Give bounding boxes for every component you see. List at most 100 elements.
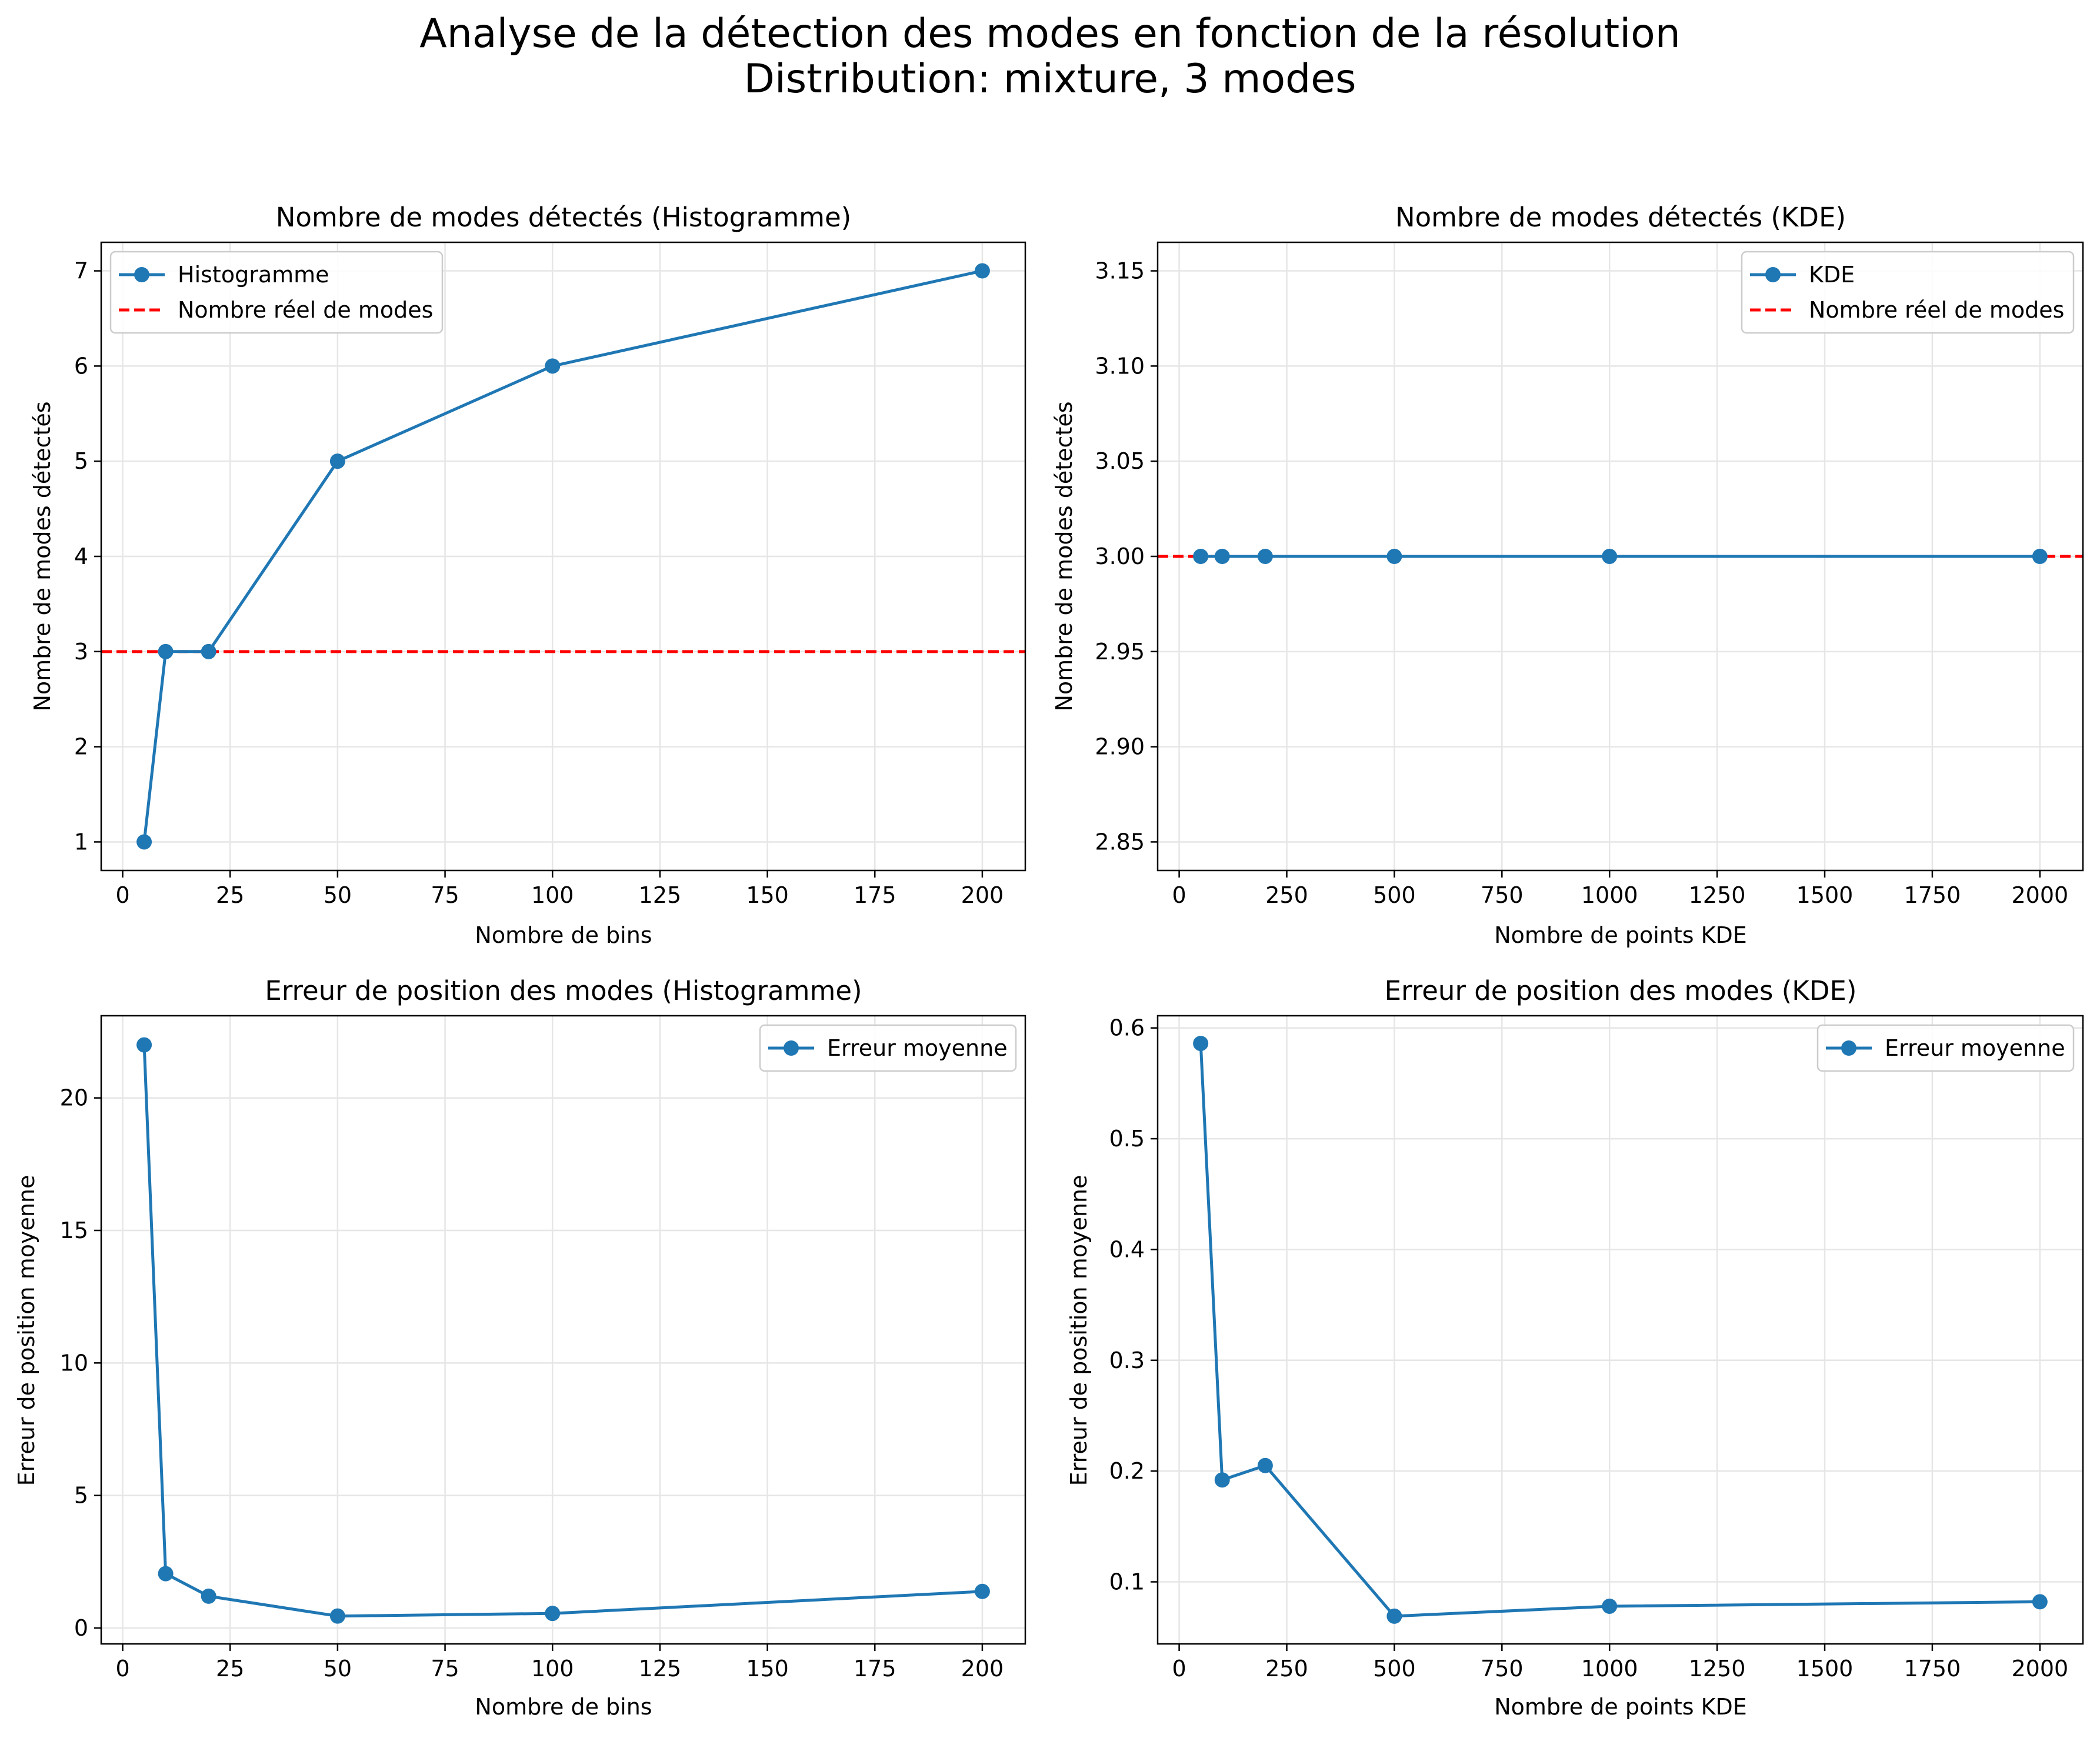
x-tick-label: 1750 bbox=[1904, 1656, 1961, 1682]
x-axis-label: Nombre de bins bbox=[475, 1694, 652, 1720]
panel-title: Nombre de modes détectés (KDE) bbox=[1395, 202, 1846, 233]
y-tick-label: 3.15 bbox=[1095, 258, 1145, 284]
y-tick-label: 15 bbox=[60, 1217, 88, 1243]
y-tick-label: 3.10 bbox=[1095, 353, 1145, 379]
y-axis-label: Nombre de modes détectés bbox=[1051, 401, 1077, 711]
x-tick-label: 125 bbox=[639, 1656, 682, 1682]
data-point bbox=[1214, 1472, 1230, 1488]
x-tick-label: 750 bbox=[1481, 882, 1524, 908]
x-tick-label: 0 bbox=[115, 882, 129, 908]
axes-frame bbox=[100, 1015, 1026, 1645]
legend-label: Nombre réel de modes bbox=[1809, 297, 2064, 323]
y-axis-label: Nombre de modes détectés bbox=[29, 401, 55, 711]
x-tick-label: 1500 bbox=[1796, 1656, 1854, 1682]
legend: KDE Nombre réel de modes bbox=[1741, 251, 2075, 334]
legend-series-marker bbox=[1841, 1040, 1856, 1056]
x-tick-label: 150 bbox=[746, 1656, 789, 1682]
data-point bbox=[1386, 1608, 1402, 1624]
data-point bbox=[158, 1566, 174, 1582]
plot-area bbox=[101, 242, 1025, 870]
data-point bbox=[1602, 1598, 1618, 1614]
x-tick-label: 1250 bbox=[1689, 882, 1746, 908]
y-tick-label: 0.5 bbox=[1109, 1126, 1145, 1152]
data-point bbox=[1193, 1036, 1209, 1052]
y-tick-label: 1 bbox=[74, 829, 88, 855]
y-axis-label: Erreur de position moyenne bbox=[1066, 1175, 1092, 1486]
data-point bbox=[136, 834, 152, 850]
data-point bbox=[136, 1037, 152, 1053]
x-tick-label: 1500 bbox=[1796, 882, 1854, 908]
legend-label: Histogramme bbox=[178, 262, 329, 288]
data-point bbox=[545, 358, 561, 374]
x-tick-label: 0 bbox=[115, 1656, 129, 1682]
legend-box bbox=[109, 251, 444, 334]
figure-title: Analyse de la détection des modes en fon… bbox=[419, 11, 1681, 57]
y-tick-label: 3 bbox=[74, 639, 88, 665]
x-tick-label: 0 bbox=[1172, 1656, 1186, 1682]
legend-label: Erreur moyenne bbox=[1885, 1035, 2065, 1061]
x-tick-label: 50 bbox=[324, 882, 352, 908]
y-tick-label: 20 bbox=[60, 1085, 88, 1111]
data-point bbox=[2032, 549, 2048, 564]
data-point bbox=[1602, 549, 1618, 564]
data-point bbox=[545, 1606, 561, 1622]
y-tick-label: 0.6 bbox=[1109, 1015, 1145, 1041]
legend: Erreur moyenne bbox=[759, 1024, 1017, 1072]
series-line bbox=[142, 1045, 983, 1618]
x-tick-label: 25 bbox=[216, 1656, 244, 1682]
x-tick-label: 500 bbox=[1373, 882, 1416, 908]
y-tick-label: 10 bbox=[60, 1350, 88, 1376]
x-tick-label: 75 bbox=[431, 1656, 459, 1682]
x-tick-label: 175 bbox=[854, 1656, 896, 1682]
y-tick-label: 7 bbox=[74, 258, 88, 284]
y-tick-label: 5 bbox=[74, 448, 88, 474]
panel-title: Nombre de modes détectés (Histogramme) bbox=[276, 202, 852, 233]
x-tick-label: 200 bbox=[961, 1656, 1004, 1682]
y-tick-label: 3.05 bbox=[1095, 448, 1145, 474]
figure-subtitle: Distribution: mixture, 3 modes bbox=[744, 56, 1356, 102]
series-line bbox=[1199, 1043, 2040, 1618]
y-tick-label: 2.90 bbox=[1095, 734, 1145, 760]
x-tick-label: 125 bbox=[639, 882, 682, 908]
panel-title: Erreur de position des modes (KDE) bbox=[1385, 975, 1857, 1006]
x-tick-label: 100 bbox=[531, 1656, 574, 1682]
x-tick-label: 175 bbox=[854, 882, 896, 908]
y-tick-label: 0.2 bbox=[1109, 1458, 1145, 1484]
data-point bbox=[201, 1588, 216, 1604]
y-tick-label: 4 bbox=[74, 543, 88, 569]
x-tick-label: 2000 bbox=[2011, 1656, 2068, 1682]
y-tick-label: 2.95 bbox=[1095, 639, 1145, 665]
data-point bbox=[1257, 549, 1273, 564]
panel-title: Erreur de position des modes (Histogramm… bbox=[265, 975, 862, 1006]
plot-area bbox=[1158, 242, 2083, 870]
legend-box bbox=[1816, 1024, 2075, 1072]
x-tick-label: 500 bbox=[1373, 1656, 1416, 1682]
series-line bbox=[142, 269, 983, 842]
x-tick-label: 100 bbox=[531, 882, 574, 908]
x-tick-label: 250 bbox=[1265, 1656, 1308, 1682]
y-tick-label: 2.85 bbox=[1095, 829, 1145, 855]
panel-modes-kde: Nombre de modes détectés (KDE) Nombre de… bbox=[1051, 202, 2084, 948]
x-tick-label: 25 bbox=[216, 882, 244, 908]
x-tick-label: 0 bbox=[1172, 882, 1186, 908]
x-tick-label: 50 bbox=[324, 1656, 352, 1682]
x-tick-label: 250 bbox=[1265, 882, 1308, 908]
x-axis-label: Nombre de points KDE bbox=[1494, 1694, 1747, 1720]
x-axis-label: Nombre de bins bbox=[475, 922, 652, 948]
y-tick-label: 2 bbox=[74, 734, 88, 760]
data-point bbox=[201, 643, 216, 659]
legend-box bbox=[1741, 251, 2075, 334]
data-point bbox=[1193, 549, 1209, 564]
plot-area bbox=[1158, 1016, 2083, 1644]
legend: Erreur moyenne bbox=[1816, 1024, 2075, 1072]
y-axis-label: Erreur de position moyenne bbox=[14, 1175, 39, 1486]
y-tick-label: 0.3 bbox=[1109, 1347, 1145, 1373]
data-point bbox=[329, 1608, 345, 1624]
legend-series-marker bbox=[134, 267, 149, 282]
data-point bbox=[2032, 1594, 2048, 1610]
data-point bbox=[1386, 549, 1402, 564]
x-tick-label: 1750 bbox=[1904, 882, 1961, 908]
legend-label: Nombre réel de modes bbox=[178, 297, 433, 323]
data-point bbox=[974, 263, 990, 279]
